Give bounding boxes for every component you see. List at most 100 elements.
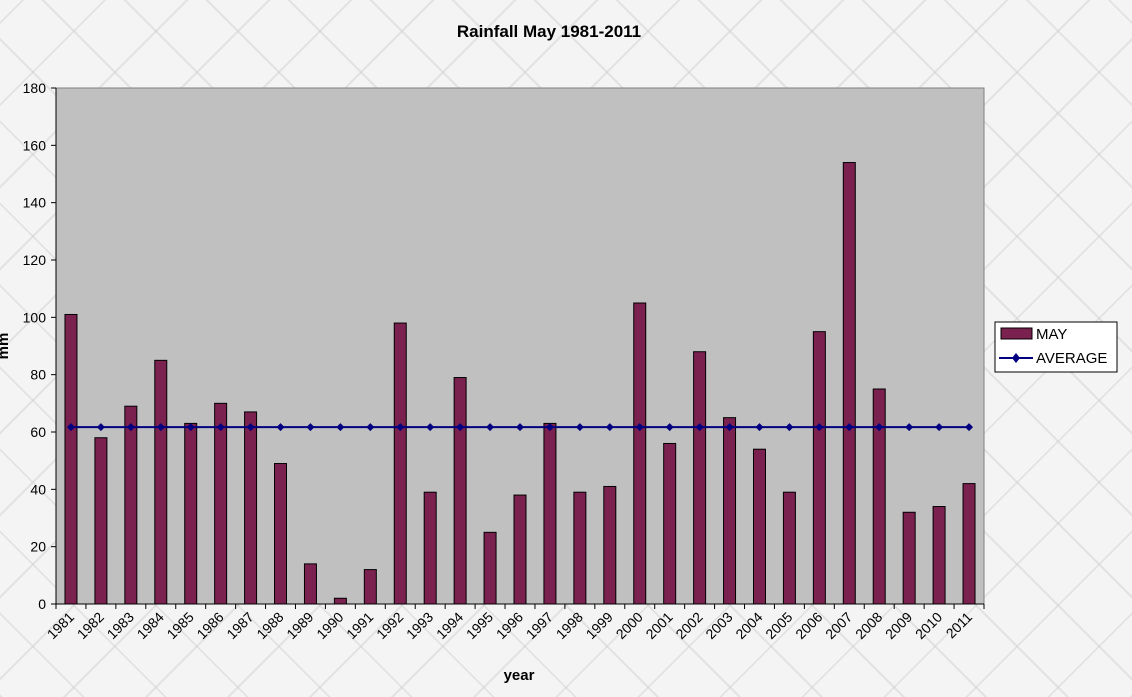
x-tick-label-2004: 2004 (732, 609, 765, 642)
x-tick-label-1988: 1988 (253, 609, 286, 642)
x-tick-label-2011: 2011 (943, 609, 976, 642)
bar-1989 (303, 563, 317, 605)
average-point-2001 (665, 423, 674, 432)
bar-1991 (363, 569, 377, 605)
average-point-2010 (935, 423, 944, 432)
x-tick-label-1991: 1991 (343, 609, 376, 642)
average-point-1998 (575, 423, 584, 432)
x-tick-label-1995: 1995 (463, 609, 496, 642)
y-tick-label-40: 40 (30, 481, 46, 497)
average-point-1981 (66, 423, 75, 432)
average-point-2007 (845, 423, 854, 432)
bar-1995 (483, 531, 497, 605)
bar-2010 (932, 506, 946, 605)
x-tick-label-1982: 1982 (74, 609, 107, 642)
x-tick-label-1992: 1992 (373, 609, 406, 642)
x-tick-label-2007: 2007 (822, 609, 855, 642)
average-point-1992 (396, 423, 405, 432)
y-tick-label-0: 0 (38, 596, 46, 612)
y-axis-label: mm (0, 333, 12, 360)
x-tick-label-1985: 1985 (163, 609, 196, 642)
average-line-group (66, 423, 974, 432)
x-axis-label: year (504, 667, 535, 684)
x-tick-label-1987: 1987 (223, 609, 256, 642)
average-point-1987 (246, 423, 255, 432)
bar-1987 (244, 411, 258, 605)
average-point-1993 (426, 423, 435, 432)
x-tick-label-2003: 2003 (702, 609, 735, 642)
x-tick-label-2000: 2000 (613, 609, 646, 642)
average-point-2002 (695, 423, 704, 432)
bar-1999 (603, 485, 617, 605)
bar-1993 (423, 491, 437, 605)
average-point-1983 (126, 423, 135, 432)
x-tick-label-2006: 2006 (792, 609, 825, 642)
legend-label-average: AVERAGE (1036, 350, 1107, 367)
x-tick-label-1984: 1984 (134, 609, 167, 642)
bar-1984 (154, 359, 168, 605)
average-point-1999 (605, 423, 614, 432)
average-point-2006 (815, 423, 824, 432)
legend: MAY AVERAGE (994, 321, 1118, 373)
y-tick-labels: 0 20 40 60 80 100 120 140 160 180 (23, 80, 47, 612)
x-tick-label-1999: 1999 (583, 609, 616, 642)
bar-1996 (513, 494, 527, 605)
x-tick-labels: 1981198219831984198519861987198819891990… (44, 609, 976, 642)
x-tick-label-2005: 2005 (762, 609, 795, 642)
bar-2002 (693, 351, 707, 605)
average-point-1996 (516, 423, 524, 432)
x-tick-label-1990: 1990 (313, 609, 346, 642)
y-tick-label-100: 100 (23, 309, 47, 325)
y-tick-label-80: 80 (30, 367, 46, 383)
bar-1988 (274, 463, 288, 605)
x-tick-label-1989: 1989 (283, 609, 316, 642)
x-tick-label-1981: 1981 (44, 609, 77, 642)
bar-2005 (782, 491, 796, 605)
y-tick-label-120: 120 (23, 252, 47, 268)
bar-2009 (902, 511, 916, 605)
x-tick-label-2009: 2009 (882, 609, 915, 642)
bar-1983 (124, 405, 138, 605)
average-point-2005 (785, 423, 794, 432)
x-tick-label-1994: 1994 (433, 609, 466, 642)
legend-box (994, 321, 1118, 373)
average-point-1985 (186, 423, 195, 432)
average-point-1984 (156, 423, 165, 432)
average-point-2003 (725, 423, 734, 432)
bar-1985 (184, 422, 198, 605)
average-point-1982 (96, 423, 105, 432)
bar-1992 (393, 322, 407, 605)
bar-1990 (333, 597, 347, 605)
bar-2008 (872, 388, 886, 605)
bar-2001 (663, 442, 677, 605)
bar-1981 (64, 313, 78, 605)
chart-title: Rainfall May 1981-2011 (457, 22, 641, 41)
legend-swatch-may (1000, 327, 1033, 340)
bar-2000 (633, 302, 647, 605)
average-point-1995 (486, 423, 495, 432)
y-tick-label-20: 20 (30, 539, 46, 555)
average-point-2008 (875, 423, 884, 432)
axes-group (51, 87, 985, 609)
average-point-1990 (336, 423, 345, 432)
bar-2004 (752, 448, 766, 605)
x-tick-label-1998: 1998 (553, 609, 586, 642)
bar-2007 (842, 162, 856, 605)
legend-label-may: MAY (1036, 326, 1067, 343)
x-tick-label-1983: 1983 (104, 609, 137, 642)
average-point-1989 (306, 423, 315, 432)
bar-2006 (812, 331, 826, 605)
bar-2011 (962, 483, 976, 605)
bar-1982 (94, 437, 108, 605)
bar-1997 (543, 422, 557, 605)
x-tick-label-1997: 1997 (523, 609, 556, 642)
bar-1994 (453, 377, 467, 605)
y-tick-label-60: 60 (30, 424, 46, 440)
x-tick-label-2008: 2008 (852, 609, 885, 642)
bar-1998 (573, 491, 587, 605)
y-tick-label-140: 140 (23, 195, 47, 211)
bar-1986 (214, 402, 228, 605)
average-point-1994 (456, 423, 465, 432)
x-tick-label-2002: 2002 (672, 609, 705, 642)
